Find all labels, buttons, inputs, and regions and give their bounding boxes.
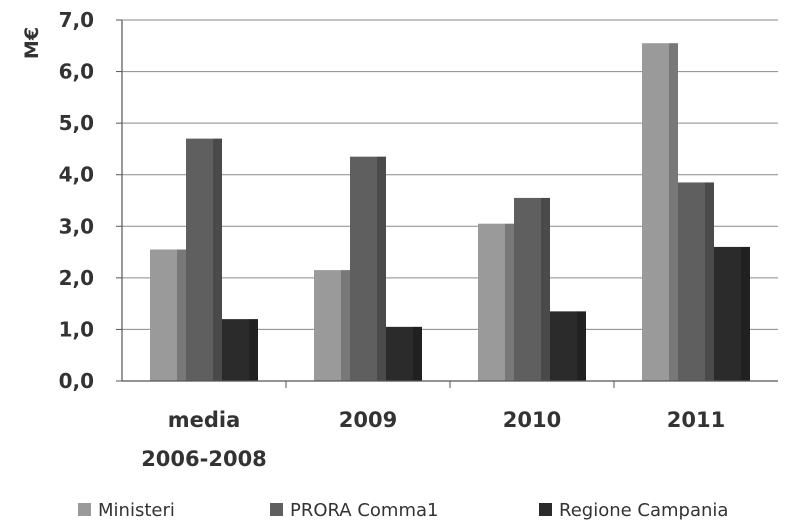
x-tick-label: 2006-2008	[141, 447, 267, 471]
x-tick-label: 2010	[503, 408, 561, 432]
bar	[150, 249, 186, 381]
bar	[186, 138, 222, 381]
y-tick-label: 1,0	[59, 317, 94, 341]
x-tick-label: 2009	[339, 408, 397, 432]
bar-side-shade	[705, 182, 714, 381]
bar	[642, 43, 678, 381]
legend-label: Ministeri	[98, 500, 175, 521]
y-tick-label: 7,0	[59, 8, 94, 32]
y-tick-label: 6,0	[59, 60, 94, 84]
legend-swatch	[78, 503, 91, 516]
bar-side-shade	[741, 246, 750, 381]
y-tick-label: 5,0	[59, 111, 94, 135]
bar-side-shade	[341, 270, 350, 381]
bar-side-shade	[413, 326, 422, 381]
bar	[314, 270, 350, 381]
legend-label: PRORA Comma1	[290, 500, 438, 521]
x-tick-label: media	[168, 408, 241, 432]
bar-side-shade	[213, 138, 222, 381]
bar-side-shade	[177, 249, 186, 381]
bar	[714, 246, 750, 381]
y-tick-label: 3,0	[59, 214, 94, 238]
bar-side-shade	[669, 43, 678, 381]
y-tick-label: 2,0	[59, 266, 94, 290]
bars	[150, 43, 750, 381]
bar	[478, 223, 514, 381]
y-tick-labels: 0,0 1,0 2,0 3,0 4,0 5,0 6,0 7,0	[59, 8, 94, 393]
bar-side-shade	[541, 197, 550, 381]
bar	[386, 326, 422, 381]
bar	[550, 311, 586, 381]
y-tick-label: 4,0	[59, 163, 94, 187]
bar	[350, 156, 386, 381]
legend: Ministeri PRORA Comma1 Regione Campania	[78, 500, 728, 521]
legend-swatch	[539, 503, 552, 516]
x-tick-labels: media 2006-2008 2009 2010 2011	[141, 408, 725, 471]
bar	[514, 197, 550, 381]
bar-side-shade	[505, 223, 514, 381]
bar	[222, 319, 258, 381]
y-tick-label: 0,0	[59, 369, 94, 393]
legend-label: Regione Campania	[559, 500, 728, 521]
axes	[121, 20, 778, 382]
bar-side-shade	[377, 156, 386, 381]
y-axis-label: M€	[21, 27, 43, 59]
x-tick-label: 2011	[667, 408, 725, 432]
legend-swatch	[270, 503, 283, 516]
bar-side-shade	[249, 319, 258, 381]
bar-side-shade	[577, 311, 586, 381]
bar	[678, 182, 714, 381]
